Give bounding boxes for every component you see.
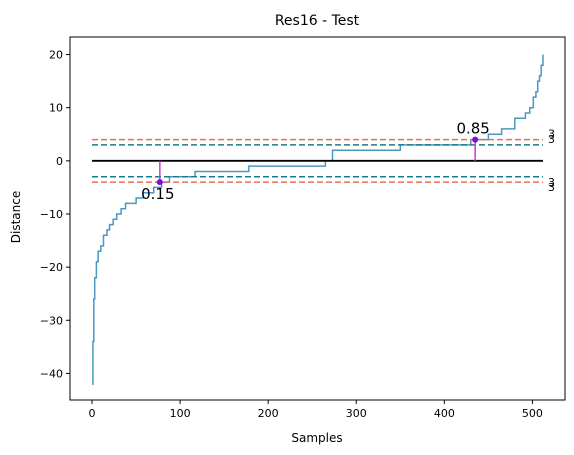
threshold-label-3: 3 (548, 181, 555, 194)
x-tick-label-400: 400 (434, 407, 455, 420)
threshold-label-0: 3 (548, 128, 555, 141)
x-tick-label-500: 500 (522, 407, 543, 420)
x-tick-label-0: 0 (89, 407, 96, 420)
y-tick-label--10: −10 (40, 208, 63, 221)
annotation-label-1: 0.85 (456, 120, 489, 138)
y-tick-label--40: −40 (40, 367, 63, 380)
y-tick-label-10: 10 (49, 102, 63, 115)
y-tick-label--20: −20 (40, 261, 63, 274)
x-tick-label-100: 100 (170, 407, 191, 420)
annotation-point-1 (472, 136, 479, 143)
chart-title: Res16 - Test (275, 13, 360, 29)
annotation-label-0: 0.15 (141, 185, 174, 203)
threshold-label-1: 3 (548, 133, 555, 146)
axes-frame (69, 36, 566, 401)
y-tick-label-20: 20 (49, 49, 63, 62)
x-axis-label: Samples (291, 431, 342, 445)
threshold-label-2: 3 (548, 176, 555, 189)
annotation-point-0 (156, 179, 163, 186)
y-tick-label--30: −30 (40, 314, 63, 327)
y-axis-label: Distance (9, 191, 23, 243)
y-tick-label-0: 0 (56, 155, 63, 168)
series-distance-curve (92, 54, 544, 385)
x-tick-label-200: 200 (258, 407, 279, 420)
x-tick-label-300: 300 (346, 407, 367, 420)
axes: 0 100 200 300 400 500 −40 −30 −20 −10 0 10 20 (40, 36, 566, 420)
